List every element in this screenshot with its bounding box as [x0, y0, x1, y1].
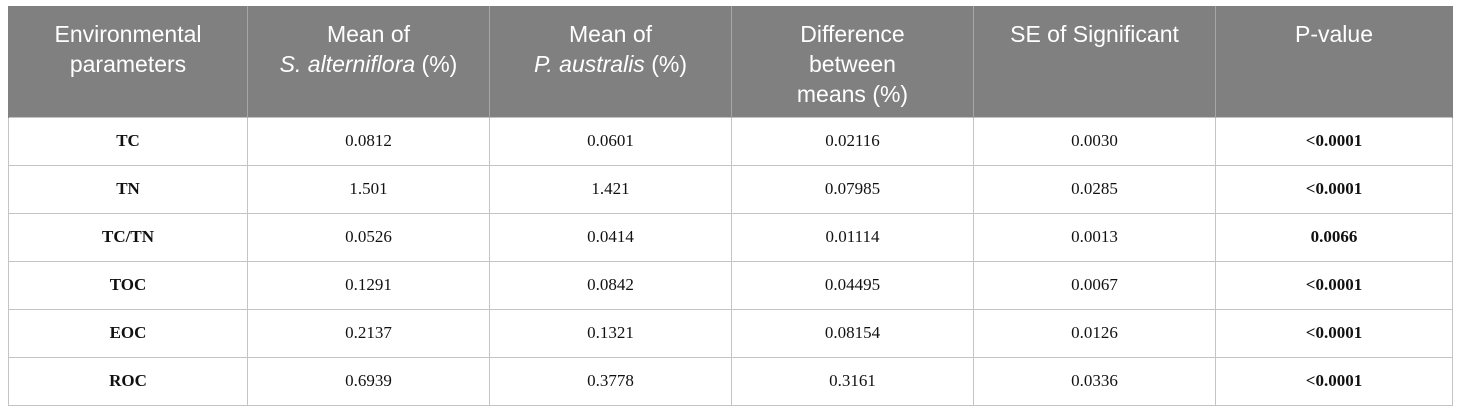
mean-pa-cell: 0.0414 — [489, 212, 732, 262]
mean-sa-cell: 0.0812 — [247, 116, 490, 166]
header-text: Mean of — [568, 21, 653, 47]
mean-sa-cell: 1.501 — [247, 164, 490, 214]
p-value-cell: 0.0066 — [1215, 212, 1453, 262]
table-header: Environmental parameters Mean of S. alte… — [8, 6, 1453, 117]
p-value-cell: <0.0001 — [1215, 308, 1453, 358]
param-cell: TOC — [8, 260, 248, 310]
header-se-of-significant: SE of Significant — [973, 6, 1216, 117]
diff-cell: 0.02116 — [731, 116, 974, 166]
header-text: SE of Significant — [1010, 21, 1179, 47]
header-unit: (%) — [644, 51, 687, 77]
mean-pa-cell: 0.0842 — [489, 260, 732, 310]
mean-sa-cell: 0.1291 — [247, 260, 490, 310]
header-mean-s-alterniflora: Mean of S. alterniflora (%) — [247, 6, 490, 117]
se-cell: 0.0030 — [973, 116, 1216, 166]
p-value-cell: <0.0001 — [1215, 260, 1453, 310]
diff-cell: 0.01114 — [731, 212, 974, 262]
header-text: P-value — [1295, 21, 1373, 47]
environmental-parameters-table: Environmental parameters Mean of S. alte… — [8, 6, 1453, 406]
table-row: ROC 0.6939 0.3778 0.3161 0.0336 <0.0001 — [8, 356, 1453, 406]
se-cell: 0.0067 — [973, 260, 1216, 310]
mean-sa-cell: 0.0526 — [247, 212, 490, 262]
table-row: TN 1.501 1.421 0.07985 0.0285 <0.0001 — [8, 164, 1453, 214]
table-row: TOC 0.1291 0.0842 0.04495 0.0067 <0.0001 — [8, 260, 1453, 310]
se-cell: 0.0013 — [973, 212, 1216, 262]
mean-sa-cell: 0.6939 — [247, 356, 490, 406]
header-text: Environmental — [54, 21, 202, 47]
data-table-container: Environmental parameters Mean of S. alte… — [8, 6, 1453, 406]
se-cell: 0.0336 — [973, 356, 1216, 406]
table-row: TC 0.0812 0.0601 0.02116 0.0030 <0.0001 — [8, 116, 1453, 166]
se-cell: 0.0126 — [973, 308, 1216, 358]
header-environmental-parameters: Environmental parameters — [8, 6, 248, 117]
p-value-cell: <0.0001 — [1215, 356, 1453, 406]
header-text: between — [809, 51, 896, 77]
table-row: TC/TN 0.0526 0.0414 0.01114 0.0013 0.006… — [8, 212, 1453, 262]
header-row: Environmental parameters Mean of S. alte… — [8, 6, 1453, 117]
species-name: S. alterniflora — [279, 51, 416, 77]
diff-cell: 0.04495 — [731, 260, 974, 310]
param-cell: TC/TN — [8, 212, 248, 262]
diff-cell: 0.07985 — [731, 164, 974, 214]
header-unit: (%) — [415, 51, 458, 77]
p-value-cell: <0.0001 — [1215, 116, 1453, 166]
mean-sa-cell: 0.2137 — [247, 308, 490, 358]
table-row: EOC 0.2137 0.1321 0.08154 0.0126 <0.0001 — [8, 308, 1453, 358]
se-cell: 0.0285 — [973, 164, 1216, 214]
param-cell: TC — [8, 116, 248, 166]
header-text: Difference — [800, 21, 905, 47]
header-p-value: P-value — [1215, 6, 1453, 117]
header-mean-p-australis: Mean of P. australis (%) — [489, 6, 732, 117]
p-value-cell: <0.0001 — [1215, 164, 1453, 214]
mean-pa-cell: 0.0601 — [489, 116, 732, 166]
header-text: parameters — [69, 51, 187, 77]
param-cell: ROC — [8, 356, 248, 406]
param-cell: TN — [8, 164, 248, 214]
header-difference-between-means: Difference between means (%) — [731, 6, 974, 117]
diff-cell: 0.08154 — [731, 308, 974, 358]
mean-pa-cell: 0.3778 — [489, 356, 732, 406]
header-text: means (%) — [796, 81, 909, 107]
mean-pa-cell: 0.1321 — [489, 308, 732, 358]
header-text: Mean of — [326, 21, 411, 47]
diff-cell: 0.3161 — [731, 356, 974, 406]
mean-pa-cell: 1.421 — [489, 164, 732, 214]
species-name: P. australis — [534, 51, 645, 77]
param-cell: EOC — [8, 308, 248, 358]
table-body: TC 0.0812 0.0601 0.02116 0.0030 <0.0001 … — [8, 116, 1453, 406]
